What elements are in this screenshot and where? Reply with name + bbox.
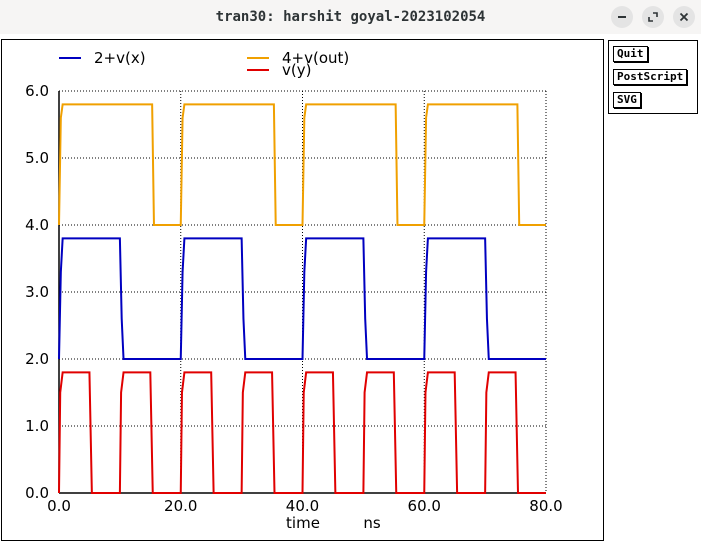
x-axis-unit: ns — [363, 514, 381, 532]
series-line-1 — [58, 103, 546, 226]
y-tick-label: 0.0 — [25, 484, 49, 502]
y-tick-label: 2.0 — [25, 350, 49, 368]
svg-button[interactable]: SVG — [613, 92, 641, 108]
close-button[interactable] — [673, 6, 695, 28]
series-group — [58, 103, 546, 494]
x-tick-label: 60.0 — [408, 497, 441, 515]
minimize-icon — [618, 16, 626, 18]
x-tick-label: 0.0 — [47, 497, 71, 515]
x-tick-label: 40.0 — [286, 497, 319, 515]
y-tick-label: 4.0 — [25, 216, 49, 234]
tick-labels: 0.0 1.0 2.0 3.0 4.0 5.0 6.0 0.0 20.0 40.0 60.0 80.0 — [25, 82, 563, 515]
postscript-button[interactable]: PostScript — [613, 69, 688, 85]
series-line-2 — [58, 371, 546, 494]
window-titlebar[interactable]: tran30: harshit goyal-2023102054 — [0, 0, 701, 34]
x-tick-label: 80.0 — [529, 497, 562, 515]
legend-label: 2+v(x) — [94, 49, 146, 67]
waveform-chart[interactable]: 0.0 1.0 2.0 3.0 4.0 5.0 6.0 0.0 20.0 40.0 60.0 80.0… — [2, 40, 603, 540]
y-tick-label: 6.0 — [25, 82, 49, 100]
maximize-button[interactable] — [642, 6, 664, 28]
x-axis-label: time — [286, 514, 320, 532]
close-icon — [679, 12, 689, 22]
y-tick-label: 3.0 — [25, 283, 49, 301]
quit-button[interactable]: Quit — [613, 46, 648, 62]
minimize-button[interactable] — [611, 6, 633, 28]
y-tick-label: 1.0 — [25, 417, 49, 435]
maximize-icon — [648, 12, 658, 22]
side-button-panel: Quit PostScript SVG — [608, 40, 698, 114]
legend-label: 4+v(out) — [282, 49, 349, 67]
window-title: tran30: harshit goyal-2023102054 — [215, 9, 486, 25]
legend: 2+v(x) 4+v(out)v(y) — [59, 49, 349, 79]
y-tick-label: 5.0 — [25, 149, 49, 167]
legend-label: v(y) — [282, 61, 311, 79]
series-line-0 — [58, 237, 546, 360]
plot-frame: 0.0 1.0 2.0 3.0 4.0 5.0 6.0 0.0 20.0 40.0 60.0 80.0… — [1, 39, 604, 541]
x-tick-label: 20.0 — [164, 497, 197, 515]
